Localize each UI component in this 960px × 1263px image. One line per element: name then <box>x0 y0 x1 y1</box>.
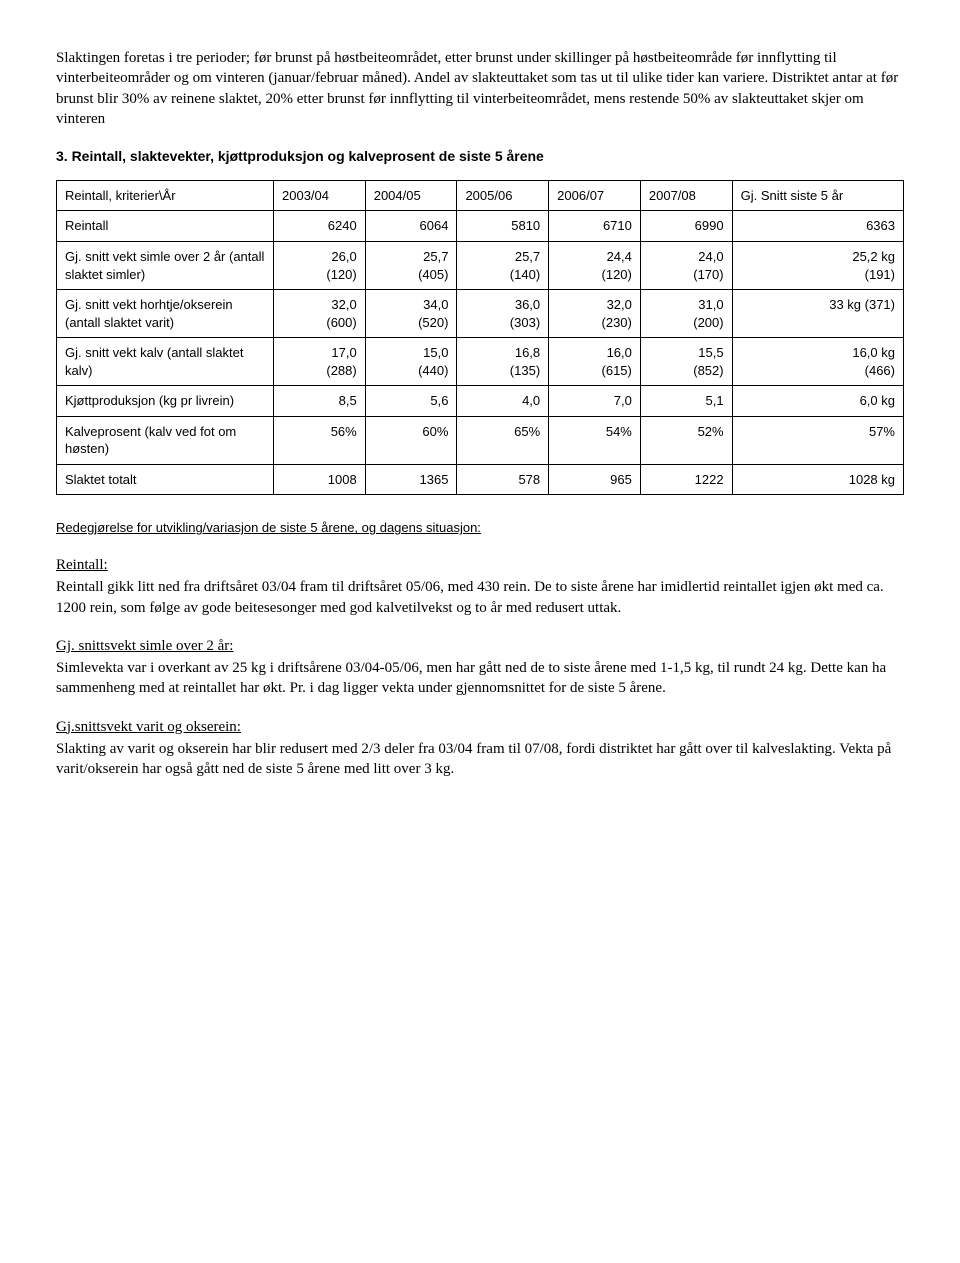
cell: 31,0 (200) <box>640 290 732 338</box>
cell: 16,0 kg (466) <box>732 338 903 386</box>
row-label: Kalveprosent (kalv ved fot om høsten) <box>57 416 274 464</box>
table-row: Kalveprosent (kalv ved fot om høsten) 56… <box>57 416 904 464</box>
cell: 6363 <box>732 211 903 242</box>
cell: 5,6 <box>365 386 457 417</box>
cell: 6240 <box>274 211 366 242</box>
subhead-simle: Gj. snittsvekt simle over 2 år: <box>56 636 904 656</box>
row-label: Slaktet totalt <box>57 464 274 495</box>
cell: 1365 <box>365 464 457 495</box>
table-row: Gj. snitt vekt simle over 2 år (antall s… <box>57 241 904 289</box>
cell: 26,0 (120) <box>274 241 366 289</box>
header-criteria: Reintall, kriterier\År <box>57 180 274 211</box>
section-3-title: 3. Reintall, slaktevekter, kjøttproduksj… <box>56 147 904 166</box>
cell: 24,4 (120) <box>549 241 641 289</box>
body-simle: Simlevekta var i overkant av 25 kg i dri… <box>56 658 904 699</box>
cell: 60% <box>365 416 457 464</box>
cell: 24,0 (170) <box>640 241 732 289</box>
header-average: Gj. Snitt siste 5 år <box>732 180 903 211</box>
cell: 5,1 <box>640 386 732 417</box>
row-label: Kjøttproduksjon (kg pr livrein) <box>57 386 274 417</box>
cell: 52% <box>640 416 732 464</box>
header-year: 2006/07 <box>549 180 641 211</box>
cell: 32,0 (600) <box>274 290 366 338</box>
row-label: Reintall <box>57 211 274 242</box>
cell: 15,0 (440) <box>365 338 457 386</box>
header-year: 2005/06 <box>457 180 549 211</box>
cell: 25,7 (140) <box>457 241 549 289</box>
table-row: Reintall 6240 6064 5810 6710 6990 6363 <box>57 211 904 242</box>
cell: 5810 <box>457 211 549 242</box>
subhead-varit: Gj.snittsvekt varit og okserein: <box>56 717 904 737</box>
cell: 7,0 <box>549 386 641 417</box>
body-varit: Slakting av varit og okserein har blir r… <box>56 739 904 780</box>
cell: 36,0 (303) <box>457 290 549 338</box>
body-reintall: Reintall gikk litt ned fra driftsåret 03… <box>56 577 904 618</box>
cell: 15,5 (852) <box>640 338 732 386</box>
cell: 33 kg (371) <box>732 290 903 338</box>
header-year: 2004/05 <box>365 180 457 211</box>
cell: 965 <box>549 464 641 495</box>
cell: 57% <box>732 416 903 464</box>
row-label: Gj. snitt vekt simle over 2 år (antall s… <box>57 241 274 289</box>
cell: 6,0 kg <box>732 386 903 417</box>
table-header-row: Reintall, kriterier\År 2003/04 2004/05 2… <box>57 180 904 211</box>
header-year: 2003/04 <box>274 180 366 211</box>
cell: 25,7 (405) <box>365 241 457 289</box>
row-label: Gj. snitt vekt horhtje/okserein (antall … <box>57 290 274 338</box>
cell: 1222 <box>640 464 732 495</box>
cell: 6990 <box>640 211 732 242</box>
cell: 17,0 (288) <box>274 338 366 386</box>
cell: 1008 <box>274 464 366 495</box>
intro-paragraph: Slaktingen foretas i tre perioder; før b… <box>56 48 904 129</box>
cell: 65% <box>457 416 549 464</box>
table-row: Gj. snitt vekt kalv (antall slaktet kalv… <box>57 338 904 386</box>
cell: 8,5 <box>274 386 366 417</box>
cell: 6064 <box>365 211 457 242</box>
reintall-table: Reintall, kriterier\År 2003/04 2004/05 2… <box>56 180 904 496</box>
cell: 16,8 (135) <box>457 338 549 386</box>
subhead-reintall: Reintall: <box>56 555 904 575</box>
cell: 54% <box>549 416 641 464</box>
table-row: Kjøttproduksjon (kg pr livrein) 8,5 5,6 … <box>57 386 904 417</box>
cell: 6710 <box>549 211 641 242</box>
header-year: 2007/08 <box>640 180 732 211</box>
table-row: Gj. snitt vekt horhtje/okserein (antall … <box>57 290 904 338</box>
cell: 1028 kg <box>732 464 903 495</box>
cell: 578 <box>457 464 549 495</box>
row-label: Gj. snitt vekt kalv (antall slaktet kalv… <box>57 338 274 386</box>
redegjorelse-title: Redegjørelse for utvikling/variasjon de … <box>56 519 904 537</box>
cell: 16,0 (615) <box>549 338 641 386</box>
cell: 34,0 (520) <box>365 290 457 338</box>
cell: 32,0 (230) <box>549 290 641 338</box>
cell: 56% <box>274 416 366 464</box>
cell: 4,0 <box>457 386 549 417</box>
table-row: Slaktet totalt 1008 1365 578 965 1222 10… <box>57 464 904 495</box>
cell: 25,2 kg (191) <box>732 241 903 289</box>
